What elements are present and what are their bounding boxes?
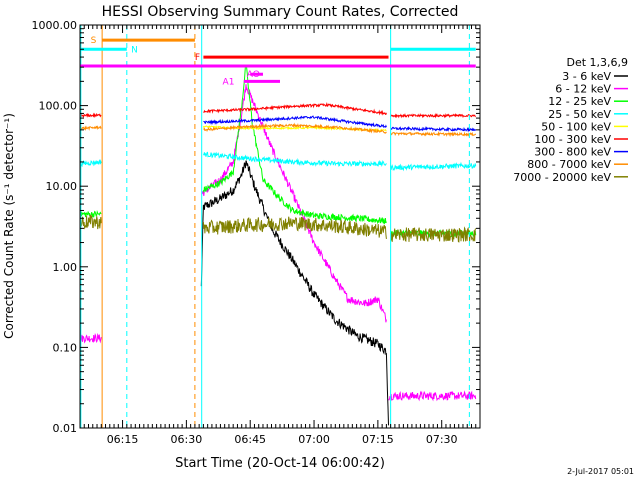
series-line-5-segment-0 [80,112,102,119]
series-line-8-segment-1 [202,216,387,239]
y-tick-label: 100.00 [39,100,78,113]
series-line-7-segment-0 [80,125,102,132]
series-line-7-segment-2 [390,131,477,138]
y-axis-label: Corrected Count Rate (s⁻¹ detector⁻¹) [2,113,16,339]
x-axis-label: Start Time (20-Oct-14 06:00:42) [175,456,385,471]
flag-label-3: F [195,53,200,63]
x-tick-label: 06:15 [107,433,139,446]
series-line-8-segment-2 [390,226,477,243]
legend-label-6: 300 - 800 keV [534,146,611,159]
legend-label-2: 12 - 25 keV [548,95,611,108]
y-tick-label: 1.00 [53,261,78,274]
series-line-1-segment-1 [201,84,387,323]
series-line-7-segment-1 [203,122,387,134]
series-line-3-segment-1 [202,151,387,167]
legend-label-3: 25 - 50 keV [548,108,611,121]
x-tick-label: 06:45 [234,433,266,446]
series-line-3-segment-2 [390,161,477,172]
series-line-6-segment-0 [203,115,387,129]
series-line-5-segment-1 [203,102,387,116]
legend-label-0: 3 - 6 keV [562,70,611,83]
legend-title: Det 1,3,6,9 [566,56,628,69]
y-tick-label: 0.10 [53,341,78,354]
series-line-3-segment-0 [80,158,102,168]
flag-label-6: A1 [223,77,235,87]
flag-label-5: AO [247,70,260,80]
x-tick-label: 07:15 [362,433,394,446]
x-tick-label: 07:00 [298,433,330,446]
plot-frame [79,24,481,429]
series-line-6-segment-1 [390,126,477,133]
footer-date: 2-Jul-2017 05:01 [567,467,634,476]
flag-label-0: S [91,36,97,46]
series-line-1-segment-0 [80,332,102,344]
x-tick-label: 06:30 [171,433,203,446]
series-line-2-segment-1 [202,64,387,225]
series-line-0-segment-0 [200,160,389,426]
x-tick-label: 07:30 [426,433,458,446]
flag-label-1: N [131,45,138,55]
y-tick-label: 1000.00 [32,19,78,32]
legend-label-1: 6 - 12 keV [555,83,611,96]
chart-title: HESSI Observing Summary Count Rates, Cor… [102,4,459,20]
y-tick-label: 10.00 [46,180,78,193]
series-line-1-segment-2 [388,390,477,402]
legend-label-5: 100 - 300 keV [534,133,611,146]
series-line-8-segment-0 [80,214,102,230]
series-line-5-segment-2 [390,112,476,119]
legend-label-8: 7000 - 20000 keV [513,171,611,184]
y-tick-label: 0.01 [53,422,78,435]
legend-label-4: 50 - 100 keV [541,120,611,133]
legend-label-7: 800 - 7000 keV [527,158,611,171]
